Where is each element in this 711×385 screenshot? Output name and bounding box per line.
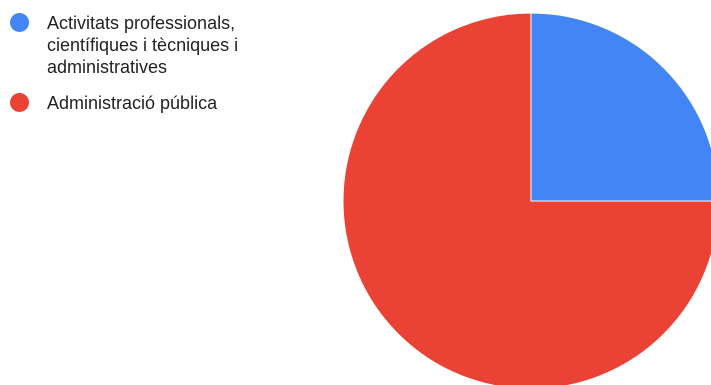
- legend-item-administracio[interactable]: Administració pública: [10, 92, 310, 114]
- legend-item-activitats[interactable]: Activitats professionals, científiques i…: [10, 12, 310, 78]
- legend: Activitats professionals, científiques i…: [10, 12, 310, 128]
- pie-slice-0[interactable]: [530, 12, 711, 202]
- legend-label-activitats: Activitats professionals, científiques i…: [47, 13, 239, 77]
- pie-slice-1[interactable]: [342, 12, 711, 385]
- legend-swatch-administracio: [10, 93, 29, 112]
- legend-swatch-activitats: [10, 13, 29, 32]
- legend-label-administracio: Administració pública: [47, 93, 218, 113]
